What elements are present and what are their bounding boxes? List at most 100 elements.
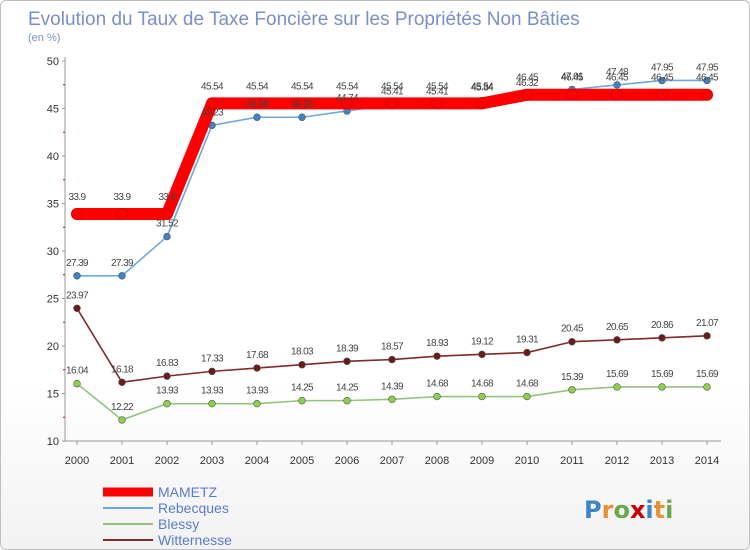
data-label-rebecques: 44.08 bbox=[246, 99, 269, 110]
y-tick-label: 35 bbox=[47, 199, 59, 211]
chart-title: Evolution du Taux de Taxe Foncière sur l… bbox=[28, 9, 580, 30]
data-point-blessy bbox=[343, 396, 351, 405]
data-label-blessy: 14.68 bbox=[516, 379, 539, 390]
data-point-rebecques bbox=[118, 272, 126, 280]
data-label-mametz: 46.45 bbox=[696, 73, 719, 84]
data-point-witternesse bbox=[613, 336, 621, 344]
data-label-witternesse: 20.65 bbox=[606, 322, 629, 333]
data-point-mametz bbox=[206, 97, 218, 110]
logo-letter: i bbox=[665, 496, 673, 524]
x-tick-label: 2009 bbox=[470, 455, 494, 467]
data-point-witternesse bbox=[568, 338, 576, 346]
data-label-rebecques: 43.23 bbox=[201, 107, 224, 118]
y-tick-label: 50 bbox=[47, 56, 59, 68]
x-tick-label: 2008 bbox=[425, 455, 449, 467]
legend-label-witternesse: Witternesse bbox=[158, 532, 232, 548]
logo-text: Proxiti bbox=[584, 496, 673, 524]
data-point-blessy bbox=[523, 392, 531, 401]
data-label-rebecques: 47.48 bbox=[606, 67, 629, 78]
data-label-rebecques: 45.41 bbox=[381, 87, 404, 98]
proxiti-logo: Proxiti bbox=[584, 496, 673, 524]
data-point-rebecques bbox=[703, 76, 711, 85]
data-point-mametz bbox=[251, 97, 263, 110]
x-tick-label: 2011 bbox=[560, 455, 584, 467]
data-point-witternesse bbox=[478, 350, 486, 359]
data-label-witternesse: 19.31 bbox=[516, 335, 539, 346]
data-label-rebecques: 47.95 bbox=[696, 62, 719, 73]
data-label-rebecques: 45.41 bbox=[426, 87, 449, 98]
data-point-witternesse bbox=[163, 372, 171, 380]
data-label-blessy: 14.25 bbox=[291, 383, 314, 394]
data-point-blessy bbox=[163, 399, 171, 408]
data-point-blessy bbox=[208, 399, 216, 408]
data-label-blessy: 13.93 bbox=[201, 386, 224, 397]
data-label-mametz: 33.9 bbox=[158, 192, 176, 203]
data-point-blessy bbox=[73, 379, 81, 388]
data-label-rebecques: 27.39 bbox=[111, 258, 134, 269]
data-point-witternesse bbox=[253, 364, 261, 372]
y-tick-label: 25 bbox=[47, 294, 59, 306]
data-point-blessy bbox=[253, 399, 261, 408]
data-label-rebecques: 47.01 bbox=[561, 71, 584, 82]
legend-label-mametz: MAMETZ bbox=[158, 484, 218, 500]
data-label-witternesse: 17.68 bbox=[246, 350, 269, 361]
data-point-witternesse bbox=[658, 334, 666, 342]
data-label-blessy: 14.68 bbox=[426, 379, 449, 390]
legend-label-blessy: Blessy bbox=[158, 516, 199, 532]
data-label-mametz: 45.54 bbox=[246, 81, 269, 92]
x-tick-label: 2006 bbox=[335, 455, 359, 467]
data-label-witternesse: 20.86 bbox=[651, 320, 674, 331]
logo-letter: r bbox=[602, 496, 614, 524]
data-point-mametz bbox=[161, 208, 173, 220]
data-label-witternesse: 16.18 bbox=[111, 364, 134, 375]
data-label-mametz: 45.54 bbox=[426, 81, 449, 92]
legend-label-rebecques: Rebecques bbox=[158, 500, 229, 516]
chart-subtitle: (en %) bbox=[28, 32, 60, 44]
data-label-witternesse: 19.12 bbox=[471, 336, 494, 347]
data-label-witternesse: 20.45 bbox=[561, 324, 584, 335]
data-label-mametz: 45.54 bbox=[201, 81, 224, 92]
x-tick-label: 2013 bbox=[650, 455, 674, 467]
x-tick-label: 2004 bbox=[245, 455, 269, 467]
y-tick-label: 20 bbox=[47, 341, 59, 353]
data-labels-layer: 33.9 33.9 33.945.54 45.54 45.54 45.54 45.54 45.… bbox=[66, 62, 720, 413]
logo-letter: t bbox=[654, 496, 665, 524]
data-point-mametz bbox=[701, 88, 713, 101]
data-point-blessy bbox=[433, 392, 441, 401]
data-label-mametz: 45.54 bbox=[336, 81, 359, 92]
data-point-witternesse bbox=[343, 357, 351, 365]
data-label-blessy: 14.68 bbox=[471, 379, 494, 390]
data-point-witternesse bbox=[118, 378, 126, 386]
data-label-blessy: 15.69 bbox=[651, 369, 674, 380]
data-point-rebecques bbox=[658, 76, 666, 85]
data-point-mametz bbox=[566, 88, 578, 101]
data-label-blessy: 15.39 bbox=[561, 372, 584, 383]
data-point-blessy bbox=[658, 383, 666, 391]
series-layer bbox=[71, 76, 713, 424]
data-point-blessy bbox=[568, 386, 576, 394]
x-tick-label: 2012 bbox=[605, 455, 629, 467]
x-tick-label: 2000 bbox=[65, 455, 89, 467]
data-point-blessy bbox=[118, 416, 126, 424]
data-label-mametz: 46.45 bbox=[606, 73, 629, 84]
data-point-mametz bbox=[476, 97, 488, 110]
data-point-witternesse bbox=[433, 352, 441, 360]
data-point-mametz bbox=[386, 97, 398, 110]
x-tick-label: 2007 bbox=[380, 455, 404, 467]
data-label-rebecques: 44.74 bbox=[336, 93, 359, 104]
data-label-blessy: 13.93 bbox=[246, 386, 269, 397]
data-point-rebecques bbox=[298, 113, 306, 121]
data-label-witternesse: 17.33 bbox=[201, 353, 224, 364]
data-point-rebecques bbox=[613, 81, 621, 89]
data-label-blessy: 12.22 bbox=[111, 402, 134, 413]
data-label-witternesse: 16.83 bbox=[156, 358, 179, 369]
x-tick-label: 2001 bbox=[110, 455, 134, 467]
data-point-mametz bbox=[431, 97, 443, 110]
data-label-witternesse: 18.39 bbox=[336, 343, 359, 354]
data-label-blessy: 15.69 bbox=[696, 369, 719, 380]
data-point-witternesse bbox=[703, 332, 711, 340]
data-label-witternesse: 18.57 bbox=[381, 342, 404, 353]
